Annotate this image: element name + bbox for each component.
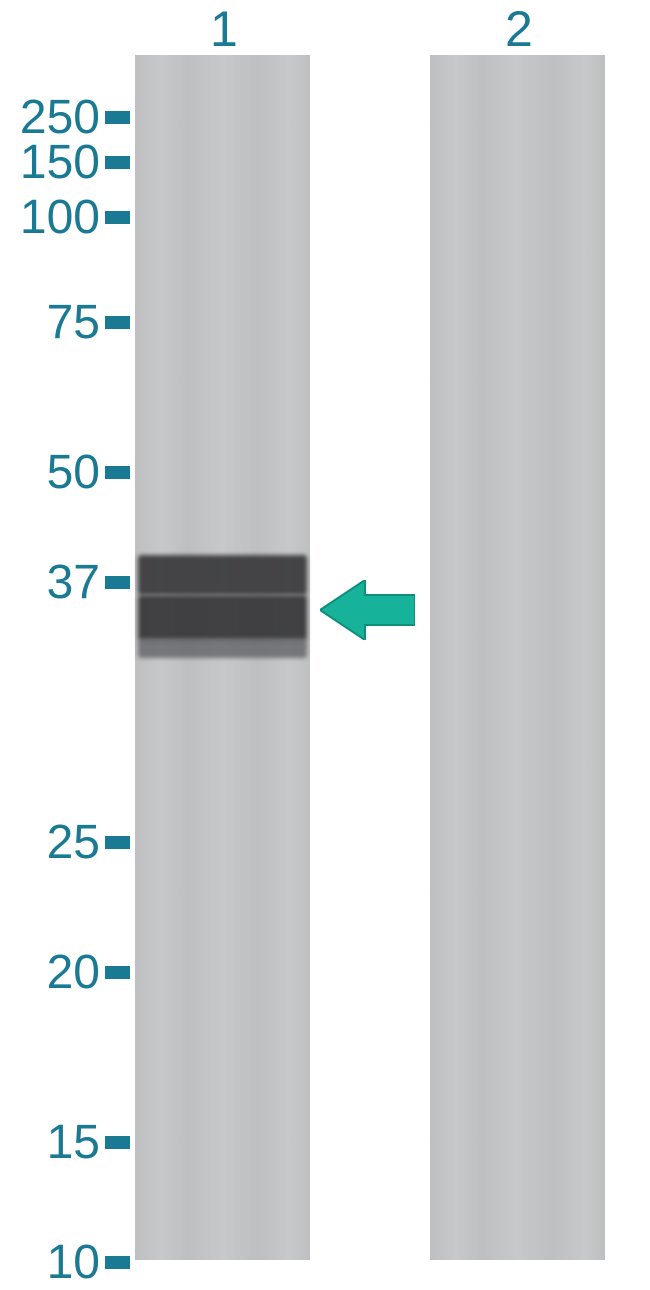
marker-label: 150 — [20, 135, 100, 190]
marker-tick — [105, 836, 130, 849]
marker-tick — [105, 1136, 130, 1149]
marker-label: 15 — [47, 1115, 100, 1170]
marker-tick — [105, 316, 130, 329]
marker-label: 75 — [47, 295, 100, 350]
marker-label: 37 — [47, 555, 100, 610]
arrow-indicator-icon — [320, 580, 415, 640]
marker-tick — [105, 211, 130, 224]
marker-tick — [105, 966, 130, 979]
western-blot-band — [138, 595, 307, 640]
western-blot-band — [138, 555, 307, 595]
western-blot-band — [138, 638, 307, 658]
marker-tick — [105, 576, 130, 589]
lane-label-2: 2 — [505, 0, 533, 58]
marker-tick — [105, 156, 130, 169]
marker-tick — [105, 466, 130, 479]
marker-label: 50 — [47, 445, 100, 500]
marker-label: 10 — [47, 1235, 100, 1290]
lane-2 — [430, 55, 605, 1260]
marker-label: 20 — [47, 945, 100, 1000]
marker-tick — [105, 111, 130, 124]
marker-label: 100 — [20, 190, 100, 245]
lane-label-1: 1 — [210, 0, 238, 58]
marker-tick — [105, 1256, 130, 1269]
marker-label: 25 — [47, 815, 100, 870]
